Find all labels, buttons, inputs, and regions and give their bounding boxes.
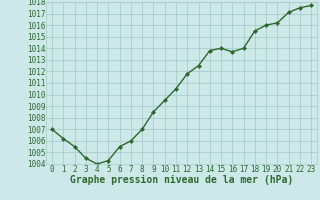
- X-axis label: Graphe pression niveau de la mer (hPa): Graphe pression niveau de la mer (hPa): [70, 175, 293, 185]
